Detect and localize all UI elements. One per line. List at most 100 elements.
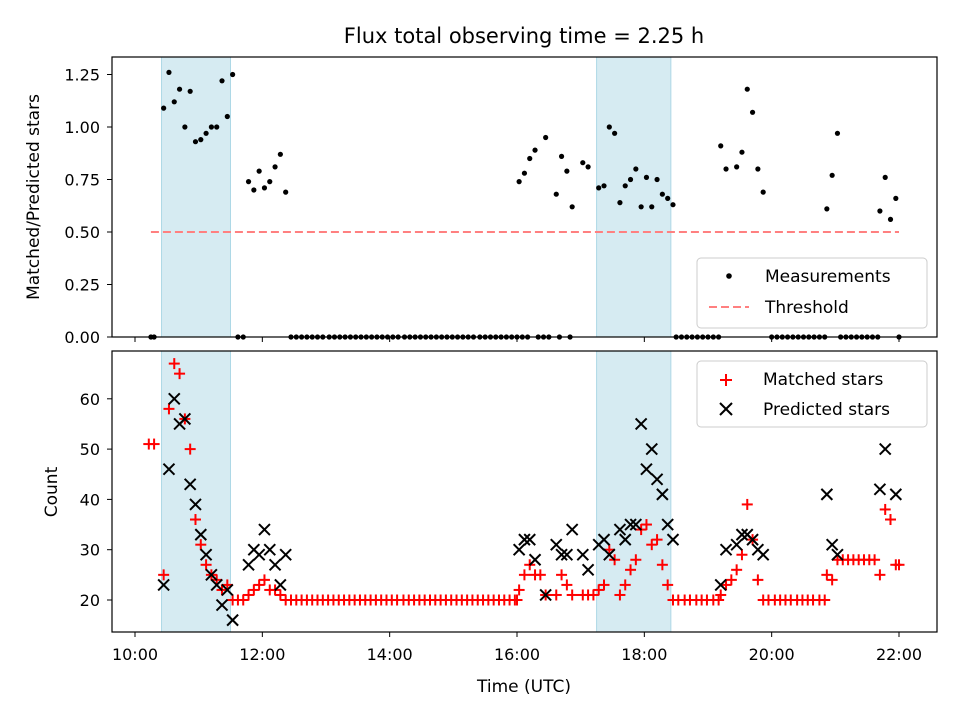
matched-star-point [725,574,737,586]
predicted-marker-b [629,518,643,531]
predicted-star-point [656,488,669,501]
legend-predicted-label: Predicted stars [763,400,890,420]
measurement-point [527,155,533,162]
predicted-star-point [576,548,589,561]
predicted-star-point [194,528,207,541]
matched-star-point [731,564,743,576]
measurement-point [734,164,740,170]
predicted-star-point [528,553,542,566]
measurement-point [665,195,671,201]
predicted-marker-b [189,498,202,511]
predicted-marker-b [215,598,229,612]
predicted-marker-b [889,488,903,501]
predicted-marker-b [518,533,531,546]
predicted-marker-b [576,548,589,561]
predicted-star-point [518,533,531,546]
measurement-point [166,69,172,75]
predicted-marker-b [157,578,170,592]
predicted-star-point [746,533,759,546]
predicted-marker-b [523,533,536,546]
measurement-point [182,124,188,130]
predicted-marker-b [656,488,669,501]
predicted-marker-b [719,543,733,556]
predicted-star-point [560,548,574,561]
matched-star-point [184,443,196,455]
predicted-marker-b [746,533,759,546]
measurement-point [606,124,612,130]
measurement-point [277,151,283,157]
top-panel: 0.00 0.25 0.50 0.75 1.00 1.25 Matched/Predict… [24,56,938,347]
matched-star-point [163,403,175,415]
measurement-point [617,200,623,206]
predicted-marker-b [878,442,892,456]
predicted-marker-b [825,538,839,551]
top-y-ticks: 0.00 0.25 0.50 0.75 1.00 1.25 [64,66,112,347]
predicted-marker-b [210,578,223,592]
top-y-tick-label: 0.00 [64,328,100,347]
matched-star-point [509,594,521,606]
matched-star-point [662,579,674,591]
matched-star-point [243,589,255,601]
measurement-point [261,185,268,191]
top-legend: Measurements Threshold [696,257,928,329]
predicted-marker-b [645,442,658,456]
predicted-marker-b [528,553,542,566]
measurement-point [596,185,602,191]
measurement-point [670,202,676,208]
predicted-marker-b [565,523,579,536]
matched-star-point [874,569,886,581]
predicted-star-point [210,578,223,592]
legend-measurements-marker [726,273,732,279]
matched-star-point [625,564,637,576]
matched-star-point [158,569,170,581]
predicted-marker-b [539,588,552,602]
predicted-star-point [661,518,674,531]
predicted-star-point [825,538,839,551]
predicted-marker-b [550,538,563,551]
measurement-point [627,176,634,183]
top-shaded-regions [161,56,672,338]
predicted-marker-b [640,463,653,476]
measurement-point [171,99,177,105]
measurement-point [749,109,756,115]
matched-star-point [752,574,764,586]
measurement-point [718,143,724,149]
predicted-star-point [274,578,287,592]
legend-threshold-label: Threshold [764,298,849,318]
predicted-star-point [199,548,213,561]
bottom-x-tick-label: 14:00 [367,645,413,664]
bottom-y-axis-label: Count [42,466,62,517]
predicted-marker-b [226,613,239,627]
predicted-star-point [831,548,844,561]
measurement-point [176,86,183,92]
matched-star-point [593,584,605,596]
predicted-star-point [221,583,234,597]
bottom-x-tick-label: 18:00 [621,645,667,664]
predicted-marker-b [183,478,197,491]
predicted-marker-b [603,548,616,561]
measurement-point [580,160,586,166]
measurement-point [187,88,193,94]
matched-star-point [561,579,573,591]
measurement-point [649,204,655,210]
measurement-point [272,164,278,170]
matched-star-point [258,574,270,586]
predicted-marker-b [634,417,648,431]
matched-star-point [885,514,897,526]
predicted-star-point [512,543,526,556]
matched-star-point [168,358,180,370]
predicted-marker-b [258,523,271,536]
matched-star-point [550,589,562,601]
measurement-point [601,183,607,189]
predicted-marker-b [619,533,632,546]
predicted-star-point [215,598,229,612]
predicted-marker-b [581,563,595,577]
matched-star-point [736,549,748,561]
bottom-series [143,358,905,627]
measurement-point [543,134,549,141]
measurement-point [245,179,252,185]
measurement-point [834,130,841,136]
bottom-x-tick-label: 16:00 [494,645,540,664]
top-y-tick-label: 0.50 [64,223,100,242]
